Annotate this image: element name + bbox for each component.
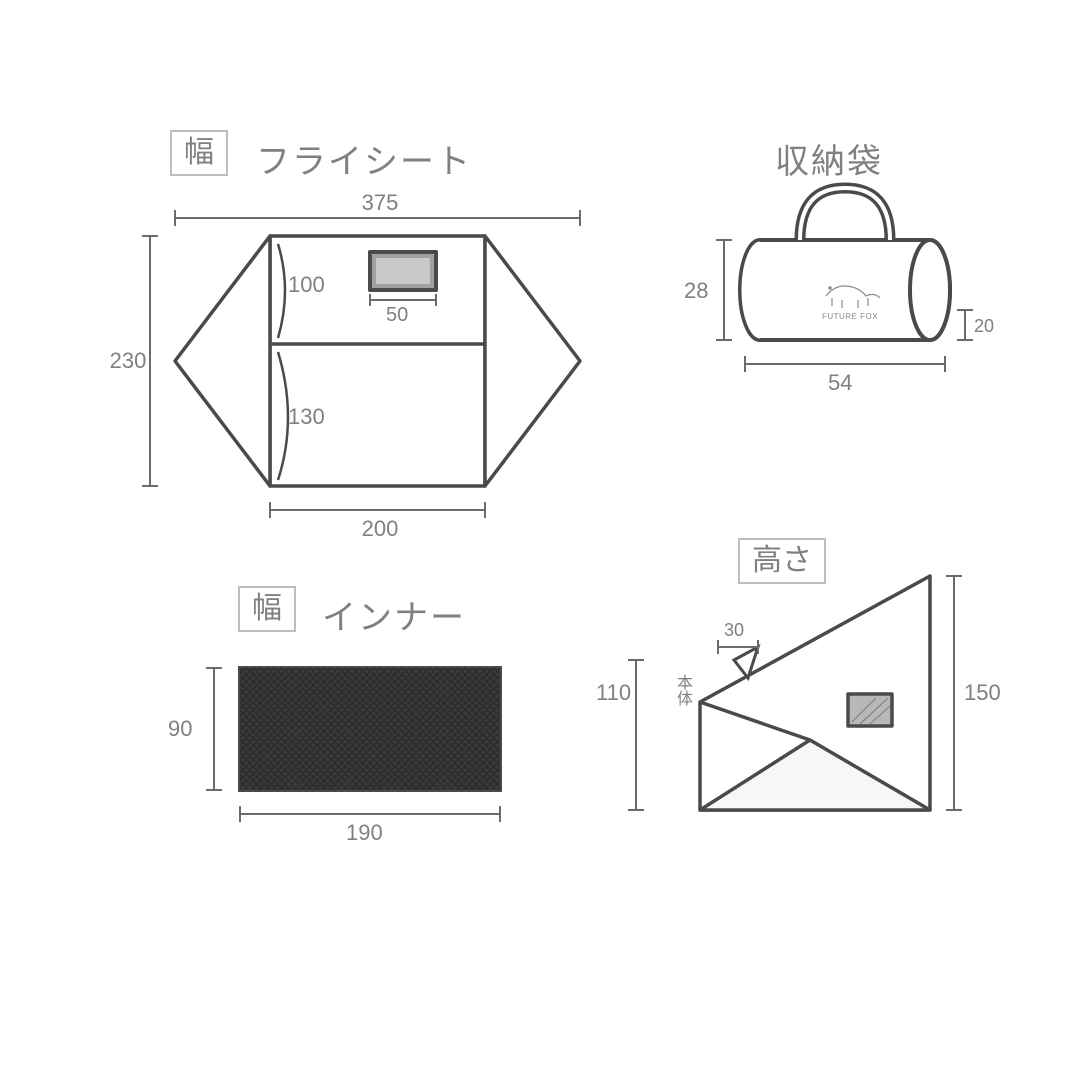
- height-dim-110: 110: [596, 680, 631, 706]
- height-dim-30: 30: [724, 620, 744, 641]
- height-drawing: [0, 0, 1080, 1080]
- diagram-canvas: 幅 フライシート: [0, 0, 1080, 1080]
- height-dim-150: 150: [964, 680, 1001, 706]
- height-body-label: 本体: [670, 674, 694, 706]
